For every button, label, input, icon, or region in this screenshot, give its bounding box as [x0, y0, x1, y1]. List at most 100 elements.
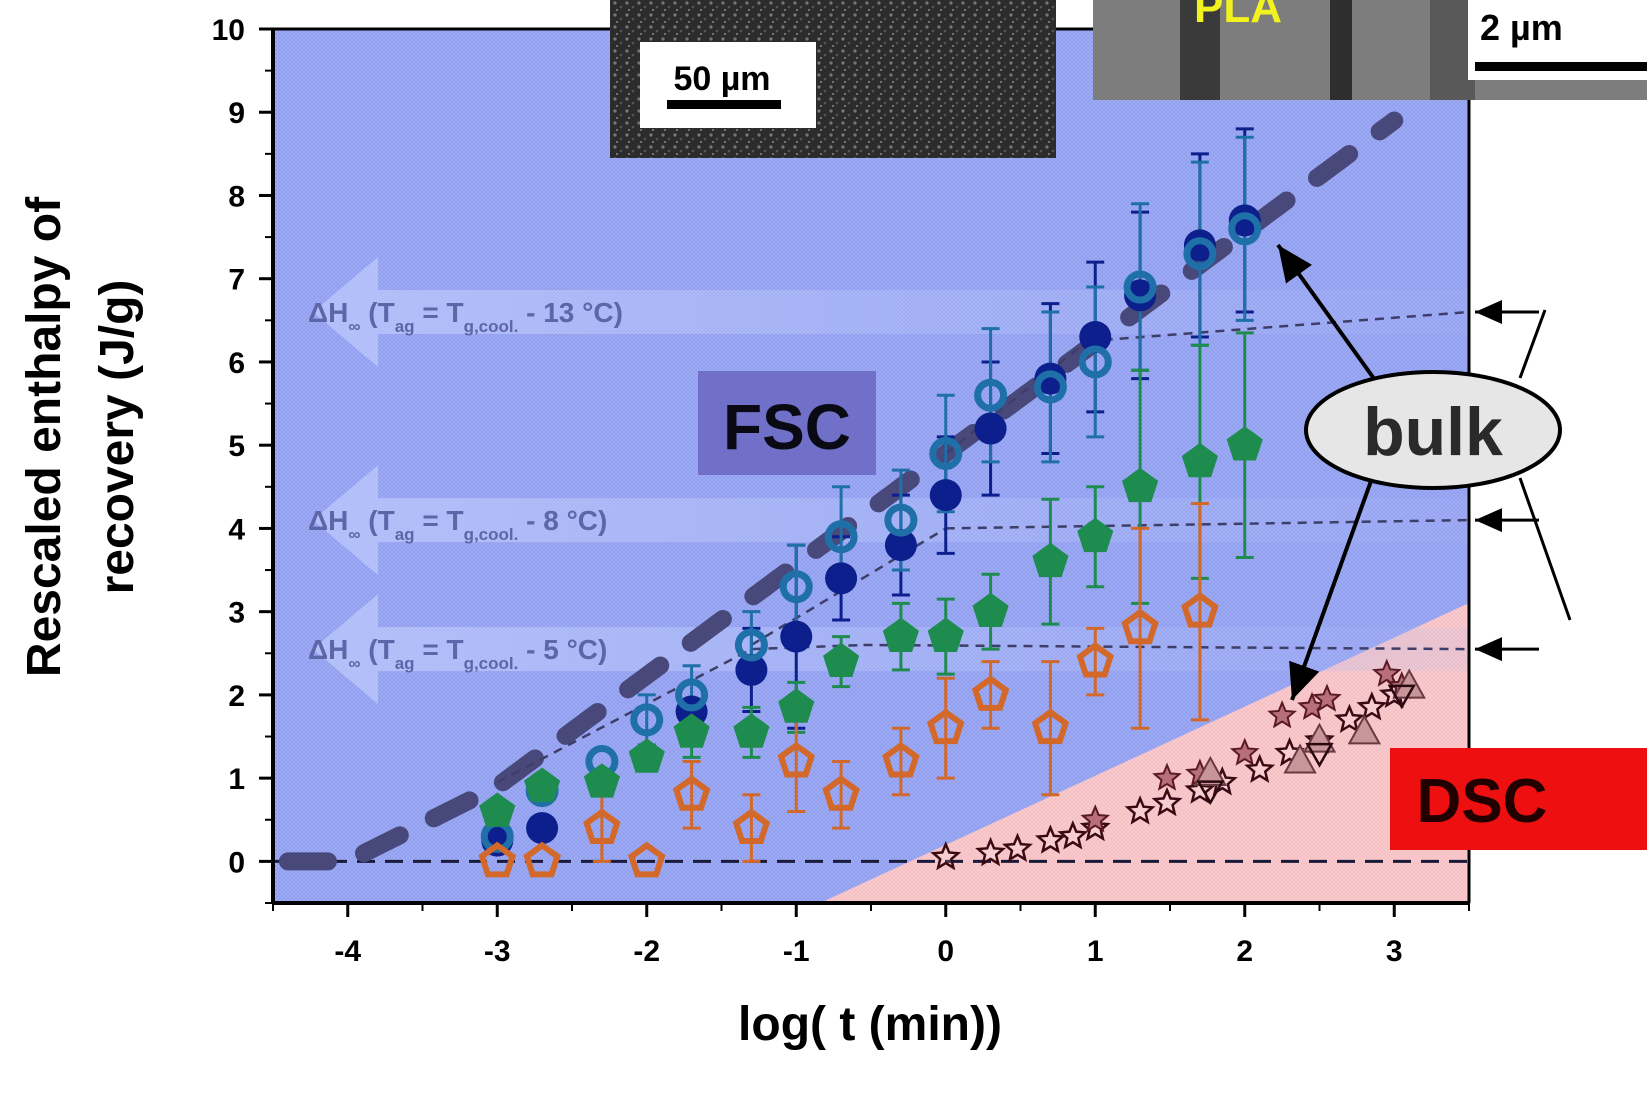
bulk-bubble [1304, 370, 1562, 490]
x-tick-label: 1 [1087, 935, 1104, 968]
x-tick-label: -1 [783, 935, 810, 968]
data-point [779, 570, 813, 604]
data-point [777, 741, 815, 778]
data-point [972, 592, 1009, 628]
data-point [479, 792, 516, 827]
plateau-label: ΔH∞ (Tag = Tg,cool. - 5 °C) [308, 634, 607, 673]
bulk-label: bulk [1363, 394, 1503, 470]
plateau-dashed-line [863, 643, 1470, 651]
y-tick-label: 0 [228, 846, 245, 879]
data-point [1034, 362, 1067, 395]
scale-box-left [640, 42, 816, 128]
data-point [1229, 737, 1260, 766]
data-point [1267, 700, 1297, 729]
data-point [1347, 714, 1382, 745]
data-point [1244, 753, 1276, 783]
data-point [823, 642, 860, 677]
data-point [930, 840, 962, 871]
x-tick-label: 3 [1386, 935, 1403, 968]
data-point [780, 620, 813, 653]
data-markers [478, 204, 1426, 878]
y-tick-label: 6 [228, 347, 245, 380]
y-axis-label-line2: recovery (J/g) [91, 280, 144, 595]
data-point [673, 713, 710, 748]
data-point [1057, 820, 1089, 850]
x-tick-label: -2 [633, 935, 660, 968]
data-point [974, 378, 1008, 412]
data-point [1080, 804, 1111, 833]
data-point [1078, 345, 1112, 379]
x-tick-label: 2 [1236, 935, 1253, 968]
y-tick-label: 1 [228, 763, 245, 796]
data-point [628, 738, 665, 773]
data-point [1077, 517, 1114, 553]
data-point [672, 775, 711, 811]
data-point [929, 479, 962, 512]
data-point [929, 437, 963, 471]
data-point [1124, 795, 1156, 825]
scale-bar-left [667, 100, 781, 109]
fsc-label-box [698, 371, 876, 475]
y-tick-label: 4 [228, 513, 245, 546]
y-tick-label: 7 [228, 264, 245, 297]
data-point [526, 812, 559, 845]
data-point [1122, 467, 1159, 503]
data-point [478, 841, 516, 878]
data-point [1152, 762, 1182, 791]
bulk-arrow-2 [1289, 469, 1377, 701]
fsc-label: FSC [723, 391, 851, 463]
data-point [971, 675, 1010, 711]
dsc-label: DSC [1417, 767, 1548, 836]
data-point [583, 763, 620, 798]
tem-stripe-2 [1330, 0, 1352, 100]
data-point [675, 678, 709, 712]
data-point [1228, 212, 1262, 246]
plateau-dashed-line [945, 518, 1470, 530]
scale-bar-right [1475, 62, 1647, 71]
y-tick-label: 9 [228, 97, 245, 130]
x-tick-label: 0 [937, 935, 954, 968]
y-axis-label-line1: Rescaled enthalpy of [18, 196, 71, 677]
plateau-label: ΔH∞ (Tag = Tg,cool. - 8 °C) [308, 505, 607, 544]
x-tick-label: -3 [484, 935, 511, 968]
data-point [822, 775, 860, 811]
data-point [1387, 684, 1416, 710]
tem-stripe-3 [1430, 0, 1475, 100]
fit-curve-thin [944, 340, 1089, 455]
data-point [628, 841, 666, 878]
plateau-label: ΔH∞ (Tag = Tg,cool. - 13 °C) [308, 297, 623, 336]
data-point [882, 741, 920, 778]
data-point [1196, 780, 1225, 806]
data-point [1333, 703, 1365, 734]
data-point [1228, 204, 1261, 237]
data-point [523, 841, 561, 878]
data-point [975, 836, 1007, 867]
scale-label-right: 2 µm [1480, 7, 1563, 48]
data-point [778, 688, 815, 723]
data-point [1305, 742, 1334, 768]
y-tick-label: 2 [228, 680, 245, 713]
data-point [1079, 811, 1111, 842]
data-point [974, 412, 1007, 445]
data-point [1392, 668, 1426, 699]
data-point [524, 767, 561, 802]
data-point [1002, 832, 1033, 863]
y-tick-label: 8 [228, 180, 245, 213]
x-tick-label: -4 [334, 935, 361, 968]
scale-label-left: 50 µm [673, 60, 770, 98]
y-tick-label: 3 [228, 597, 245, 630]
data-point [1034, 824, 1066, 854]
data-point [1183, 229, 1216, 262]
axis-ticks: -4 -3 -2 -1 0 1 2 3 0 1 2 3 4 5 6 7 8 9 10 [212, 14, 1470, 968]
y-tick-label: 5 [228, 430, 245, 463]
data-point [1371, 658, 1402, 687]
bulk-link-2 [1518, 477, 1572, 621]
data-point [1181, 442, 1218, 478]
data-point [734, 628, 768, 662]
plateau-band [313, 257, 1469, 368]
dsc-label-box [1390, 748, 1647, 850]
data-point [732, 808, 771, 845]
data-point [1226, 426, 1263, 461]
x-axis-label: log( t (min)) [738, 998, 1002, 1051]
